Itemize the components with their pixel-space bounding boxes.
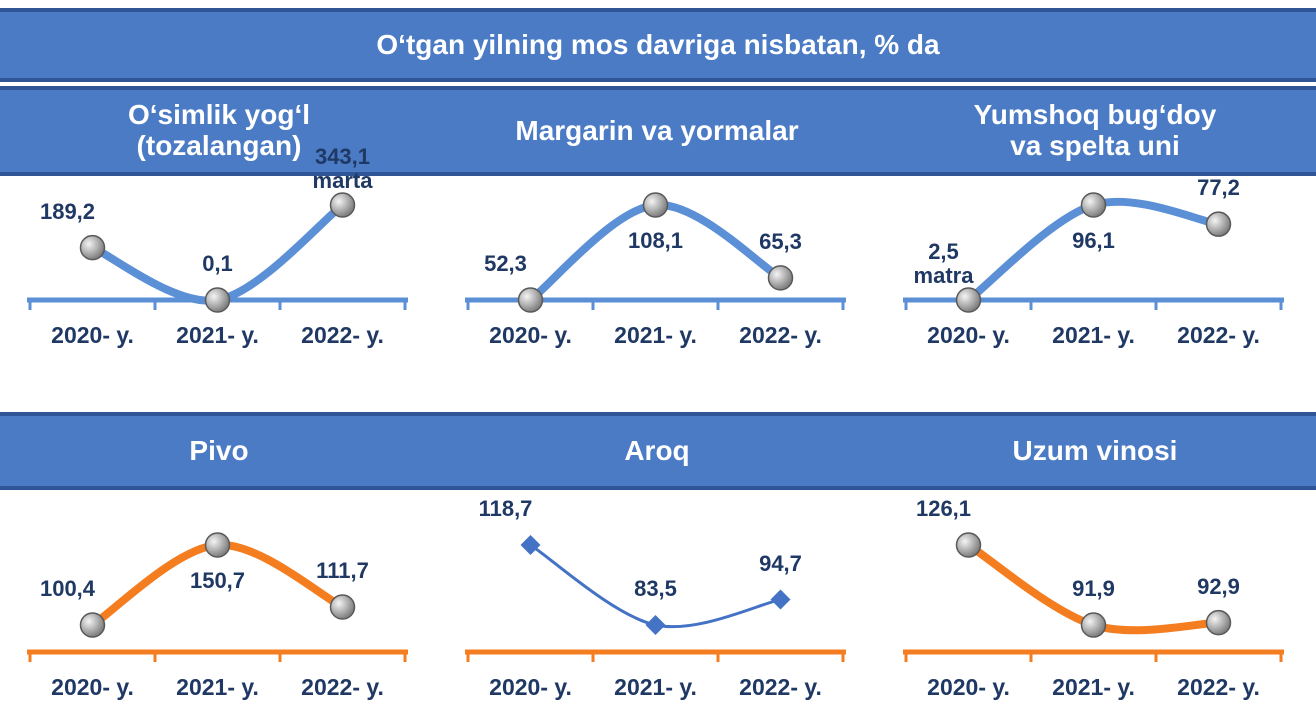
data-label: 189,2	[40, 200, 95, 224]
point	[1207, 611, 1231, 635]
point	[769, 266, 793, 290]
data-label: 343,1 marta	[313, 145, 373, 193]
point	[771, 590, 791, 610]
x-tick-label: 2020- y.	[51, 674, 134, 701]
panel-title: Pivo	[0, 412, 438, 490]
data-label: 52,3	[484, 252, 527, 276]
point	[1207, 212, 1231, 236]
infographic: O‘tgan yilning mos davriga nisbatan, % d…	[0, 0, 1316, 708]
point	[644, 193, 668, 217]
point	[331, 193, 355, 217]
point	[521, 535, 541, 555]
data-label: 96,1	[1072, 229, 1115, 253]
panel-title: Uzum vinosi	[876, 412, 1314, 490]
point	[1082, 613, 1106, 637]
data-label: 111,7	[316, 559, 369, 583]
data-label: 2,5 matra	[914, 240, 974, 288]
point	[519, 288, 543, 312]
data-label: 65,3	[759, 230, 802, 254]
x-tick-label: 2020- y.	[927, 322, 1010, 349]
data-label: 0,1	[202, 252, 233, 276]
point	[646, 615, 666, 635]
data-label: 83,5	[634, 577, 677, 601]
panel-title: Margarin va yormalar	[438, 86, 876, 176]
data-label: 77,2	[1197, 176, 1240, 200]
data-label: 100,4	[40, 577, 95, 601]
data-label: 108,1	[628, 229, 683, 253]
point	[1082, 193, 1106, 217]
x-tick-label: 2021- y.	[614, 322, 697, 349]
x-tick-label: 2021- y.	[1052, 674, 1135, 701]
point	[81, 236, 105, 260]
data-label: 94,7	[759, 551, 802, 575]
x-tick-label: 2021- y.	[176, 674, 259, 701]
panel-title: Yumshoq bug‘doy va spelta uni	[876, 86, 1314, 176]
x-tick-label: 2022- y.	[301, 674, 384, 701]
x-tick-label: 2020- y.	[51, 322, 134, 349]
x-tick-label: 2021- y.	[176, 322, 259, 349]
point	[957, 533, 981, 557]
point	[957, 288, 981, 312]
x-tick-label: 2022- y.	[301, 322, 384, 349]
x-tick-label: 2022- y.	[1177, 674, 1260, 701]
x-tick-label: 2022- y.	[1177, 322, 1260, 349]
panel-title: Aroq	[438, 412, 876, 490]
x-tick-label: 2021- y.	[614, 674, 697, 701]
x-tick-label: 2022- y.	[739, 674, 822, 701]
x-tick-label: 2022- y.	[739, 322, 822, 349]
point	[206, 288, 230, 312]
point	[206, 533, 230, 557]
x-tick-label: 2021- y.	[1052, 322, 1135, 349]
data-label: 92,9	[1197, 575, 1240, 599]
data-label: 126,1	[916, 497, 971, 521]
point	[81, 613, 105, 637]
data-label: 150,7	[190, 569, 245, 593]
data-label: 118,7	[479, 497, 533, 521]
point	[331, 595, 355, 619]
x-tick-label: 2020- y.	[489, 322, 572, 349]
x-tick-label: 2020- y.	[927, 674, 1010, 701]
data-label: 91,9	[1072, 577, 1115, 601]
x-tick-label: 2020- y.	[489, 674, 572, 701]
